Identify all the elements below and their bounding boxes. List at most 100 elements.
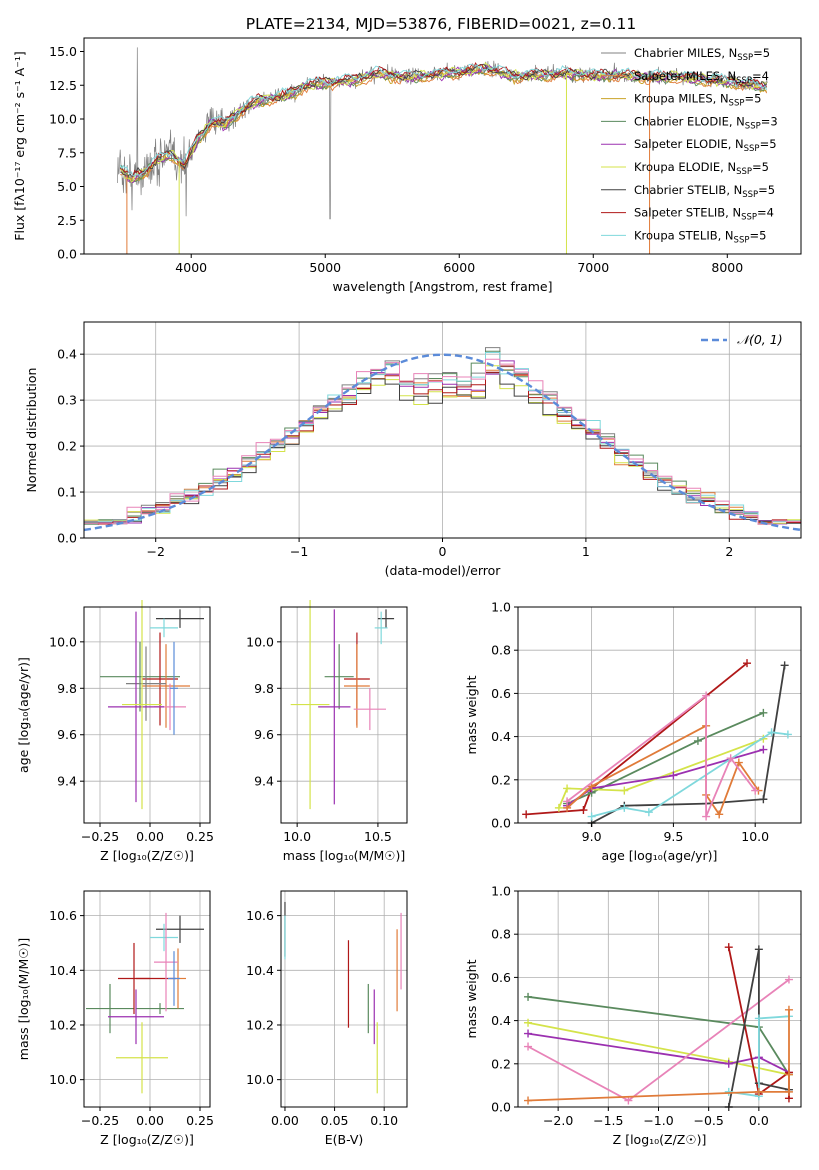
normal-pdf-curve (84, 353, 801, 532)
y-tick-label: 0.0 (491, 816, 511, 831)
y-tick-label: 0.8 (491, 927, 511, 942)
weight-line (566, 693, 756, 817)
weight-marker (784, 1087, 793, 1096)
y-tick-label: 10.4 (49, 963, 77, 978)
y-tick-label: 5.0 (57, 179, 77, 194)
weight-marker (759, 745, 768, 754)
x-tick-label: 0.00 (271, 1113, 299, 1128)
x-tick-label: 7000 (577, 260, 609, 275)
y-tick-label: 10.0 (49, 112, 77, 127)
x-tick-label: 1 (582, 544, 590, 559)
x-axis-label: E(B-V) (325, 1132, 364, 1147)
x-tick-label: 8000 (711, 260, 743, 275)
weight-marker (579, 806, 588, 815)
weight-marker (554, 803, 563, 812)
chart-weight-vs-Z: −2.0 −1.5 −1.0 −0.5 0.0 0.0 0.2 0.4 0.6 0.8 1.0 Z [… (464, 884, 802, 1147)
x-tick-label: 2 (725, 544, 733, 559)
y-tick-label: 2.5 (57, 213, 77, 228)
axes-frame (83, 606, 211, 824)
x-tick-label: 0.10 (370, 1113, 398, 1128)
y-tick-label: 0.3 (57, 393, 77, 408)
y-tick-label: 1.0 (491, 884, 511, 899)
x-tick-label: 0.25 (186, 829, 214, 844)
y-tick-label: 0.2 (491, 1056, 511, 1071)
chart-mass-vs-ebv: 0.00 0.05 0.10 10.0 10.2 10.4 10.6 E(B-V) (246, 890, 408, 1147)
y-tick-label: 0.8 (491, 643, 511, 658)
legend-label: Salpeter MILES, NSSP=4 (634, 69, 769, 86)
x-tick-label: −1 (290, 544, 308, 559)
weight-marker (767, 728, 776, 737)
spectrum-model-line (119, 63, 768, 177)
y-tick-label: 9.6 (57, 727, 77, 742)
chart-residuals: 𝒩(0, 1) −2 −1 0 1 2 0.0 0.1 0.2 0.3 0.4 (data-model… (24, 321, 802, 578)
y-tick-label: 0.6 (491, 970, 511, 985)
x-tick-label: 0.00 (136, 1113, 164, 1128)
x-tick-label: 10.0 (283, 829, 311, 844)
weight-marker (624, 1096, 633, 1105)
legend-label: Salpeter ELODIE, NSSP=5 (634, 137, 777, 154)
y-tick-label: 9.8 (254, 681, 274, 696)
y-tick-label: 9.4 (57, 774, 77, 789)
x-axis-label: Z [log₁₀(Z/Z☉)] (100, 1132, 194, 1147)
chart-mass-vs-Z: −0.25 0.00 0.25 10.0 10.2 10.4 10.6 Z [log₁₀(Z/… (16, 890, 214, 1147)
y-tick-label: 10.0 (246, 1072, 274, 1087)
x-tick-label: −0.25 (81, 829, 119, 844)
spectrum-model-line (119, 64, 768, 183)
y-tick-label: 0.4 (57, 347, 77, 362)
y-tick-label: 0.1 (57, 485, 77, 500)
weight-marker (702, 812, 711, 821)
weight-marker (702, 691, 711, 700)
x-tick-label: 0 (439, 544, 447, 559)
weight-marker (784, 1070, 793, 1079)
weight-marker (644, 808, 653, 817)
x-axis-label: Z [log₁₀(Z/Z☉)] (100, 848, 194, 863)
legend-label: Chabrier STELIB, NSSP=5 (634, 183, 775, 200)
y-tick-label: 0.0 (491, 1100, 511, 1115)
weight-marker (693, 736, 702, 745)
weight-line (591, 665, 786, 824)
y-axis-label: mass [log₁₀(M/M☉)] (16, 938, 31, 1060)
axes-frame (280, 606, 408, 824)
weight-marker (780, 661, 789, 670)
y-tick-label: 0.2 (491, 772, 511, 787)
histogram-step (84, 358, 801, 525)
y-tick-label: 0.4 (491, 729, 511, 744)
legend-label: Salpeter STELIB, NSSP=4 (634, 206, 774, 223)
weight-marker (754, 1014, 763, 1023)
x-tick-label: −0.5 (693, 1113, 723, 1128)
weight-marker (743, 659, 752, 668)
chart-age-vs-Z: −0.25 0.00 0.25 9.4 9.6 9.8 10.0 Z [log₁₀(Z/Z☉)… (16, 600, 214, 863)
x-tick-label: −2.0 (543, 1113, 573, 1128)
weight-marker (587, 812, 596, 821)
weight-marker (734, 758, 743, 767)
y-tick-label: 0.0 (57, 247, 77, 262)
weight-marker (751, 786, 760, 795)
spectrum-observed-line (117, 47, 768, 220)
y-tick-label: 9.8 (57, 681, 77, 696)
weight-marker (620, 803, 629, 812)
y-tick-label: 10.2 (49, 1017, 77, 1032)
y-tick-label: 10.2 (246, 1017, 274, 1032)
legend-label: Chabrier ELODIE, NSSP=3 (634, 114, 778, 131)
x-tick-label: 0.25 (186, 1113, 214, 1128)
chart-spectrum: Chabrier MILES, NSSP=5 Salpeter MILES, NS… (12, 37, 802, 294)
y-tick-label: 10.6 (49, 908, 77, 923)
weight-marker (524, 1029, 533, 1038)
y-tick-label: 0.2 (57, 439, 77, 454)
weight-marker (724, 943, 733, 952)
spectrum-lines (117, 47, 768, 254)
y-tick-label: 1.0 (491, 600, 511, 615)
y-tick-label: 10.0 (246, 634, 274, 649)
weight-marker (784, 975, 793, 984)
weight-marker (524, 992, 533, 1001)
spectrum-model-line (119, 66, 767, 184)
y-tick-label: 9.6 (254, 727, 274, 742)
legend-label: Kroupa MILES, NSSP=5 (634, 92, 761, 109)
chart-weight-vs-age: 9.0 9.5 10.0 0.0 0.2 0.4 0.6 0.8 1.0 age [log₁₀(a… (464, 600, 802, 863)
legend-label: Kroupa ELODIE, NSSP=5 (634, 160, 769, 177)
weight-marker (783, 730, 792, 739)
weight-marker (759, 795, 768, 804)
weight-marker (563, 784, 572, 793)
weight-marker (669, 771, 678, 780)
weight-marker (524, 1042, 533, 1051)
